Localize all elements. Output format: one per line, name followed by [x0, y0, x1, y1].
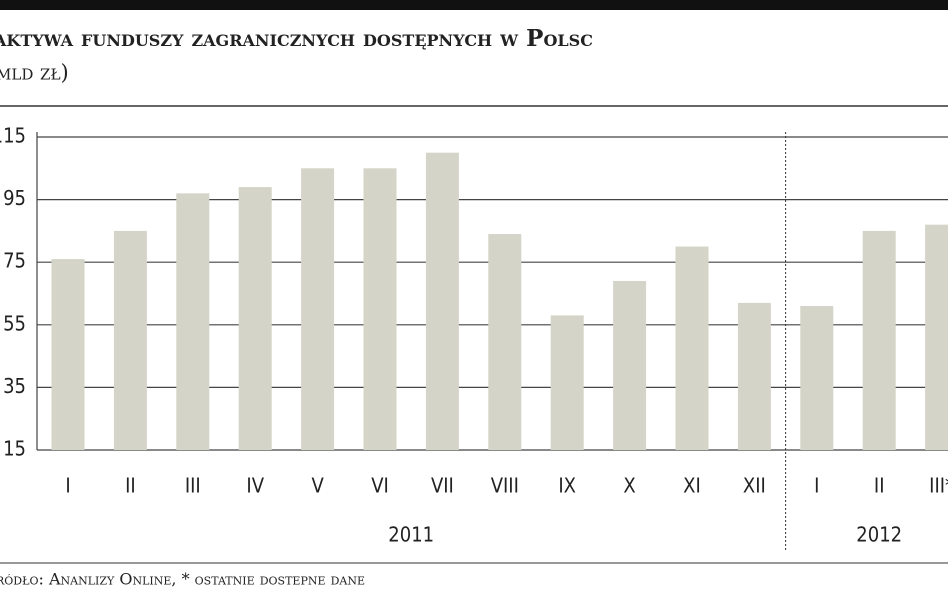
x-tick-label: II: [125, 474, 136, 498]
y-tick-label: 15: [3, 437, 26, 461]
chart-subtitle: mld zł): [0, 61, 69, 85]
bar: [176, 193, 210, 450]
x-tick-label: IX: [558, 474, 576, 498]
bar: [488, 234, 522, 450]
x-tick-label: I: [65, 474, 70, 498]
top-bar: [0, 0, 948, 10]
x-tick-label: III*: [929, 474, 948, 498]
x-tick-label: X: [623, 474, 635, 498]
bar: [113, 230, 147, 450]
bar: [51, 259, 85, 450]
y-tick-label: 55: [3, 311, 26, 335]
x-tick-label: III: [185, 474, 201, 498]
bar: [363, 168, 397, 451]
bar: [800, 306, 834, 450]
bar: [862, 230, 896, 450]
bar: [925, 224, 948, 450]
source-note: ródło: Ananlizy Online, * ostatnie doste…: [0, 570, 365, 589]
group-label: 2011: [388, 523, 434, 547]
x-tick-label: VIII: [491, 474, 519, 498]
x-tick-label: XII: [743, 474, 766, 498]
bar: [238, 187, 272, 450]
bar: [425, 152, 459, 450]
y-tick-label: 75: [3, 249, 26, 273]
y-tick-label: 115: [0, 124, 26, 148]
bar: [675, 246, 709, 450]
x-tick-label: VI: [371, 474, 389, 498]
x-tick-label: II: [874, 474, 885, 498]
x-tick-label: IV: [246, 474, 264, 498]
y-tick-label: 95: [3, 186, 26, 210]
bar: [550, 315, 584, 450]
bar: [301, 168, 335, 451]
bar: [613, 280, 647, 450]
x-tick-label: I: [814, 474, 819, 498]
x-tick-label: XI: [683, 474, 701, 498]
bar: [737, 302, 771, 450]
y-tick-label: 35: [3, 374, 26, 398]
chart-title: aktywa funduszy zagranicznych dostępnych…: [0, 25, 593, 52]
group-label: 2012: [856, 523, 902, 547]
x-tick-label: VII: [431, 474, 454, 498]
x-tick-label: V: [311, 474, 324, 498]
